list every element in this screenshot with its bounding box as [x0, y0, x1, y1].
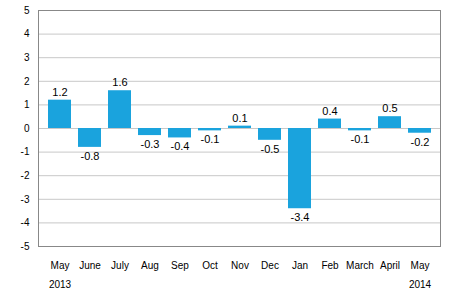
svg-text:-0.8: -0.8 — [81, 150, 100, 162]
svg-text:-0.1: -0.1 — [201, 133, 220, 145]
svg-text:0.1: 0.1 — [232, 112, 247, 124]
svg-text:-3: -3 — [21, 194, 30, 205]
svg-text:Dec: Dec — [261, 260, 279, 271]
svg-text:-0.2: -0.2 — [411, 136, 430, 148]
svg-text:-0.3: -0.3 — [141, 138, 160, 150]
svg-text:0.5: 0.5 — [382, 102, 397, 114]
svg-text:July: July — [111, 260, 129, 271]
svg-text:May2014: May2014 — [409, 260, 432, 290]
svg-text:May2013: May2013 — [49, 260, 72, 290]
svg-text:March: March — [346, 260, 374, 271]
svg-text:1.2: 1.2 — [52, 86, 67, 98]
svg-text:Jan: Jan — [292, 260, 308, 271]
svg-text:0.4: 0.4 — [322, 105, 337, 117]
svg-text:1.6: 1.6 — [112, 76, 127, 88]
svg-text:-0.4: -0.4 — [171, 140, 190, 152]
svg-text:3: 3 — [24, 52, 30, 63]
svg-text:-1: -1 — [21, 146, 30, 157]
svg-text:-5: -5 — [21, 241, 30, 252]
svg-text:Sep: Sep — [171, 260, 189, 271]
svg-text:-0.5: -0.5 — [261, 143, 280, 155]
svg-text:Aug: Aug — [141, 260, 159, 271]
svg-text:4: 4 — [24, 28, 30, 39]
svg-text:Feb: Feb — [321, 260, 339, 271]
svg-text:1: 1 — [24, 99, 30, 110]
svg-text:-3.4: -3.4 — [291, 211, 310, 223]
svg-text:Nov: Nov — [231, 260, 249, 271]
svg-text:April: April — [380, 260, 400, 271]
svg-text:Oct: Oct — [202, 260, 218, 271]
svg-text:5: 5 — [24, 5, 30, 16]
svg-text:-2: -2 — [21, 170, 30, 181]
svg-text:June: June — [79, 260, 101, 271]
svg-text:-4: -4 — [21, 217, 30, 228]
svg-text:2: 2 — [24, 76, 30, 87]
svg-text:0: 0 — [24, 123, 30, 134]
svg-text:-0.1: -0.1 — [351, 133, 370, 145]
